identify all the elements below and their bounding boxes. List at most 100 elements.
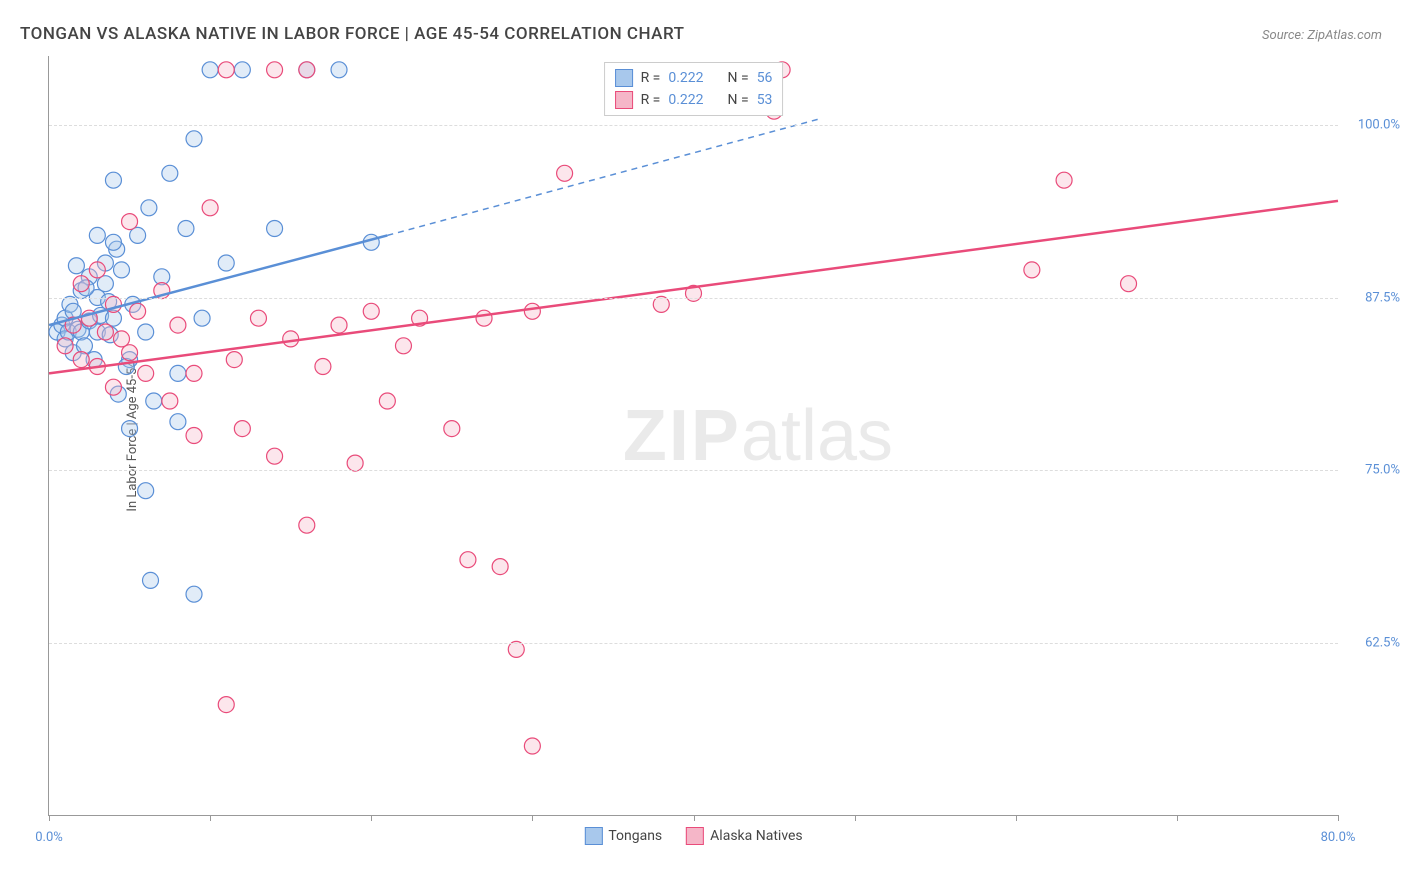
scatter-point (476, 310, 492, 326)
x-tick-label: 80.0% (1321, 830, 1356, 845)
legend-item-tongans: Tongans (584, 827, 662, 845)
scatter-point (283, 331, 299, 347)
x-tick (1338, 815, 1339, 821)
x-tick (210, 815, 211, 821)
y-tick-label: 87.5% (1365, 290, 1400, 305)
scatter-point (1056, 172, 1072, 188)
legend-item-alaska: Alaska Natives (686, 827, 803, 845)
source-label: Source: ZipAtlas.com (1262, 28, 1382, 43)
plot-area: In Labor Force | Age 45-54 ZIPatlas 62.5… (48, 56, 1338, 816)
legend-label: Alaska Natives (710, 828, 803, 844)
scatter-point (170, 317, 186, 333)
scatter-point (89, 262, 105, 278)
scatter-point (218, 62, 234, 78)
gridline-h (49, 643, 1338, 644)
scatter-point (226, 352, 242, 368)
scatter-point (218, 255, 234, 271)
legend-row-alaska: R = 0.222 N = 53 (615, 89, 773, 111)
scatter-point (218, 697, 234, 713)
scatter-point (492, 559, 508, 575)
scatter-point (97, 324, 113, 340)
x-tick (855, 815, 856, 821)
scatter-point (315, 359, 331, 375)
r-label: R = (641, 70, 661, 86)
swatch-tongans (615, 69, 633, 87)
scatter-plot-svg (49, 56, 1338, 815)
gridline-h (49, 298, 1338, 299)
scatter-point (557, 165, 573, 181)
scatter-point (114, 262, 130, 278)
scatter-point (146, 393, 162, 409)
scatter-point (186, 365, 202, 381)
r-label: R = (641, 92, 661, 108)
scatter-point (143, 572, 159, 588)
scatter-point (331, 62, 347, 78)
scatter-point (379, 393, 395, 409)
scatter-point (299, 62, 315, 78)
x-tick (1016, 815, 1017, 821)
scatter-point (194, 310, 210, 326)
n-value: 56 (757, 70, 773, 86)
gridline-h (49, 125, 1338, 126)
scatter-point (508, 641, 524, 657)
scatter-point (57, 338, 73, 354)
x-tick (1177, 815, 1178, 821)
chart-title: TONGAN VS ALASKA NATIVE IN LABOR FORCE |… (20, 24, 684, 44)
scatter-point (178, 221, 194, 237)
scatter-point (524, 738, 540, 754)
scatter-point (444, 421, 460, 437)
scatter-point (68, 258, 84, 274)
scatter-point (138, 483, 154, 499)
x-tick (532, 815, 533, 821)
scatter-point (202, 200, 218, 216)
scatter-point (141, 200, 157, 216)
scatter-point (460, 552, 476, 568)
correlation-legend: R = 0.222 N = 56 R = 0.222 N = 53 (604, 62, 784, 116)
trend-line-extrapolated (387, 118, 822, 235)
series-legend: Tongans Alaska Natives (584, 827, 802, 845)
scatter-point (395, 338, 411, 354)
swatch-tongans-icon (584, 827, 602, 845)
scatter-point (73, 352, 89, 368)
scatter-point (234, 421, 250, 437)
scatter-point (347, 455, 363, 471)
scatter-point (186, 586, 202, 602)
y-tick-label: 62.5% (1365, 635, 1400, 650)
scatter-point (524, 303, 540, 319)
scatter-point (170, 414, 186, 430)
scatter-point (122, 214, 138, 230)
scatter-point (122, 421, 138, 437)
n-label: N = (728, 70, 749, 86)
scatter-point (1024, 262, 1040, 278)
scatter-point (363, 303, 379, 319)
trend-line (49, 201, 1338, 373)
x-tick (694, 815, 695, 821)
scatter-point (267, 221, 283, 237)
x-tick (371, 815, 372, 821)
n-label: N = (728, 92, 749, 108)
scatter-point (653, 296, 669, 312)
legend-label: Tongans (608, 828, 662, 844)
scatter-point (105, 234, 121, 250)
scatter-point (234, 62, 250, 78)
scatter-point (73, 276, 89, 292)
n-value: 53 (757, 92, 773, 108)
scatter-point (170, 365, 186, 381)
gridline-h (49, 470, 1338, 471)
scatter-point (331, 317, 347, 333)
scatter-point (89, 227, 105, 243)
scatter-point (267, 448, 283, 464)
scatter-point (138, 365, 154, 381)
scatter-point (105, 379, 121, 395)
x-tick (49, 815, 50, 821)
scatter-point (202, 62, 218, 78)
r-value: 0.222 (668, 70, 703, 86)
x-tick-label: 0.0% (35, 830, 63, 845)
scatter-point (162, 393, 178, 409)
r-value: 0.222 (668, 92, 703, 108)
y-tick-label: 75.0% (1365, 463, 1400, 478)
swatch-alaska-icon (686, 827, 704, 845)
legend-row-tongans: R = 0.222 N = 56 (615, 67, 773, 89)
scatter-point (186, 428, 202, 444)
scatter-point (299, 517, 315, 533)
